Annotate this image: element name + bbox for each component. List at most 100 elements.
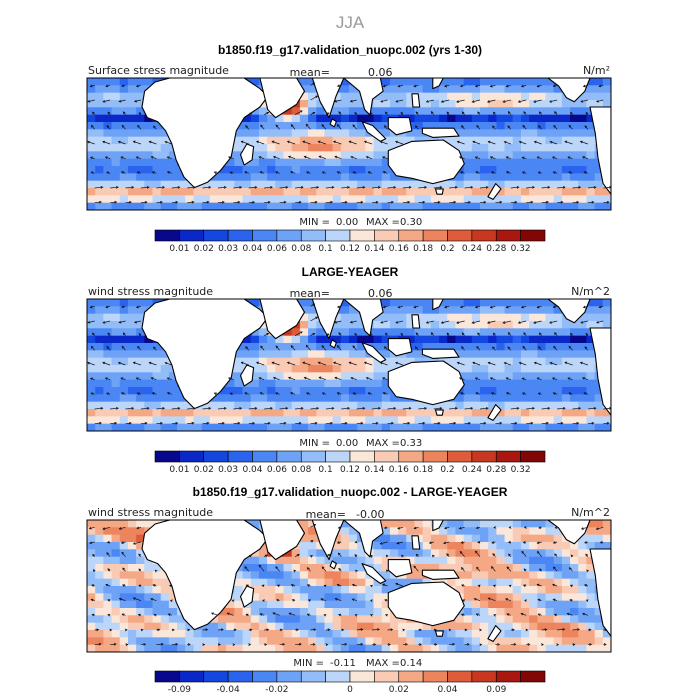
field-cell: [406, 328, 416, 337]
field-cell: [234, 608, 244, 616]
stress-arrow: [150, 156, 157, 160]
field-cell: [553, 401, 563, 410]
field-cell: [504, 85, 514, 94]
field-cell: [308, 85, 317, 94]
stress-arrow: [598, 84, 604, 88]
field-cell: [193, 416, 203, 425]
field-cell: [357, 350, 366, 359]
field-cell: [250, 188, 260, 196]
stress-arrow: [94, 421, 102, 425]
field-cell: [512, 151, 522, 160]
field-cell: [111, 107, 121, 116]
field-cell: [299, 387, 309, 395]
stress-arrow: [557, 200, 564, 204]
stress-arrow: [380, 99, 388, 103]
stress-arrow: [202, 406, 212, 410]
stress-arrow: [505, 598, 511, 602]
stress-arrow: [415, 346, 419, 351]
field-cell: [144, 136, 154, 145]
colorbar-tick-label: 0.2: [440, 244, 454, 254]
field-cell: [602, 188, 611, 196]
field-cell: [308, 556, 317, 565]
field-cell: [226, 379, 235, 388]
field-cell: [103, 328, 113, 337]
field-cell: [471, 401, 481, 410]
field-cell: [553, 615, 563, 624]
stress-arrow: [517, 320, 527, 324]
field-cell: [512, 202, 522, 210]
field-cell: [275, 129, 285, 138]
field-cell: [316, 173, 326, 182]
field-cell: [439, 520, 448, 528]
field-cell: [136, 600, 145, 609]
field-cell: [283, 158, 293, 167]
field-cell: [111, 365, 121, 373]
field-cell: [127, 630, 137, 638]
field-cell: [357, 195, 366, 204]
field-cell: [299, 542, 309, 550]
field-cell: [561, 129, 571, 138]
field-cell: [95, 394, 104, 403]
stress-arrow: [341, 421, 348, 425]
stress-arrow: [382, 392, 388, 395]
field-cell: [561, 379, 571, 388]
field-cell: [529, 85, 538, 94]
field-cell: [455, 615, 465, 624]
field-cell: [471, 556, 481, 565]
field-cell: [488, 144, 497, 152]
field-cell: [586, 564, 596, 572]
field-cell: [308, 299, 317, 307]
field-cell: [299, 578, 309, 587]
field-cell: [87, 416, 96, 425]
field-cell: [570, 556, 579, 565]
field-cell: [602, 100, 611, 108]
field-cell: [250, 520, 260, 528]
field-cell: [381, 542, 391, 550]
field-cell: [570, 202, 579, 210]
field-cell: [87, 195, 96, 204]
stress-arrow: [583, 171, 589, 174]
field-cell: [389, 180, 399, 189]
field-cell: [119, 423, 129, 431]
field-cell: [463, 202, 473, 210]
field-cell: [578, 195, 588, 204]
field-cell: [185, 644, 195, 652]
stress-arrow: [303, 376, 311, 381]
field-cell: [103, 637, 113, 646]
stress-arrow: [325, 421, 334, 425]
field-cell: [561, 372, 571, 381]
field-cell: [136, 78, 145, 86]
field-cell: [504, 299, 514, 307]
field-cell: [594, 180, 604, 189]
field-cell: [283, 122, 293, 130]
field-cell: [136, 394, 145, 403]
field-cell: [455, 357, 465, 366]
stress-arrow: [568, 567, 573, 572]
field-cell: [578, 549, 588, 558]
stress-arrow: [336, 345, 342, 351]
field-cell: [340, 542, 350, 550]
field-cell: [291, 151, 301, 160]
stress-arrow: [295, 200, 302, 204]
field-cell: [471, 151, 481, 160]
field-cell: [332, 158, 342, 167]
field-cell: [578, 416, 588, 425]
stress-arrow: [259, 613, 265, 616]
field-cell: [488, 158, 497, 167]
field-cell: [496, 122, 506, 130]
field-cell: [226, 180, 235, 189]
field-cell: [512, 372, 522, 381]
field-cell: [357, 401, 366, 410]
field-cell: [324, 136, 334, 145]
field-cell: [127, 122, 137, 130]
field-cell: [87, 600, 96, 609]
field-cell: [87, 129, 96, 138]
field-cell: [136, 542, 145, 550]
field-cell: [529, 564, 538, 572]
field-cell: [308, 527, 317, 536]
field-cell: [561, 158, 571, 167]
field-cell: [185, 416, 195, 425]
map-frame: [86, 77, 612, 211]
stress-arrow: [489, 84, 496, 88]
field-cell: [87, 593, 96, 602]
